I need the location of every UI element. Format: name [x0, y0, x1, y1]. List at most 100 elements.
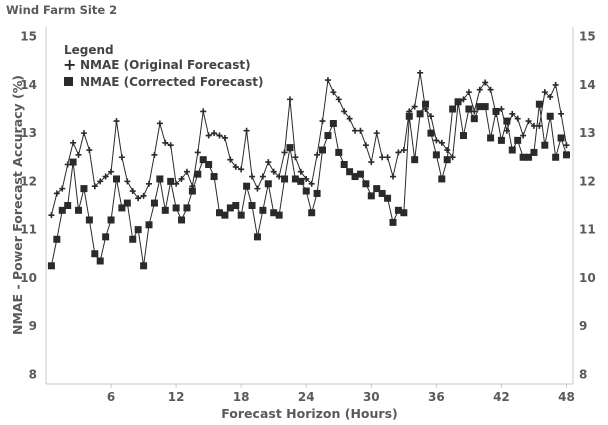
data-point [264, 180, 272, 188]
data-point [243, 127, 250, 134]
data-point [389, 173, 396, 180]
data-point [85, 216, 93, 224]
y-tick-label-left: 13 [20, 126, 37, 140]
data-point [178, 175, 185, 182]
data-point [162, 139, 169, 146]
legend: Legend + NMAE (Original Forecast) NMAE (… [63, 43, 264, 89]
data-point [86, 147, 93, 154]
series-group [47, 69, 570, 270]
series-original [48, 69, 570, 219]
data-point [183, 168, 190, 175]
data-point [259, 173, 266, 180]
series-corrected [47, 98, 570, 270]
data-point [433, 137, 440, 144]
data-point [563, 142, 570, 149]
data-point [75, 151, 82, 158]
data-point [514, 136, 522, 144]
data-point [226, 204, 234, 212]
data-point [129, 188, 136, 195]
data-point [541, 141, 549, 149]
data-point [449, 105, 457, 113]
data-point [215, 209, 223, 217]
y-tick-label-right: 13 [579, 126, 596, 140]
data-point [188, 187, 196, 195]
data-point [308, 180, 315, 187]
legend-square-marker [64, 77, 73, 86]
data-point [156, 175, 164, 183]
data-point [356, 170, 364, 178]
data-point [232, 202, 240, 209]
data-point [58, 206, 66, 214]
data-point [346, 168, 354, 176]
data-point [352, 127, 359, 134]
data-point [497, 136, 505, 144]
data-point [243, 182, 251, 190]
data-point [395, 149, 402, 156]
data-point [308, 209, 316, 217]
data-point [124, 178, 131, 185]
data-point [59, 185, 66, 192]
data-point [432, 151, 440, 159]
data-point [487, 86, 494, 93]
data-point [265, 159, 272, 166]
data-point [286, 96, 293, 103]
axes [45, 27, 574, 385]
data-point [411, 103, 418, 110]
data-point [552, 153, 560, 161]
data-point [487, 134, 495, 142]
data-point [248, 202, 256, 209]
data-point [75, 206, 83, 214]
data-point [422, 100, 430, 108]
data-point [438, 175, 446, 183]
data-point [444, 147, 451, 154]
data-point [135, 195, 142, 202]
data-point [70, 139, 77, 146]
x-tick-label: 6 [107, 390, 115, 404]
data-point [362, 180, 370, 188]
data-point [253, 233, 261, 241]
y-tick-label-right: 11 [579, 223, 596, 237]
y-tick-label-left: 12 [20, 174, 37, 188]
data-point [319, 146, 327, 154]
data-point [367, 192, 375, 200]
y-axis-title: NMAE - Power Forecast Accuracy (%) [10, 75, 25, 335]
data-point [270, 168, 277, 175]
data-point [216, 132, 223, 139]
y-tick-label-left: 9 [29, 319, 37, 333]
data-point [525, 153, 533, 161]
legend-label-original: NMAE (Original Forecast) [80, 58, 251, 72]
data-point [411, 156, 419, 164]
data-point [270, 209, 278, 217]
data-point [329, 119, 337, 127]
series-line [50, 72, 567, 216]
data-point [340, 160, 348, 168]
x-tick-label: 12 [168, 390, 185, 404]
data-point [167, 177, 175, 185]
y-tick-label-left: 15 [20, 30, 37, 44]
x-tick-label: 30 [363, 390, 380, 404]
data-point [47, 262, 55, 270]
data-point [341, 108, 348, 115]
data-point [199, 156, 207, 164]
data-point [438, 139, 445, 146]
legend-label-corrected: NMAE (Corrected Forecast) [80, 75, 264, 89]
data-point [400, 209, 408, 217]
data-point [562, 151, 570, 159]
data-point [249, 173, 256, 180]
data-point [313, 189, 321, 197]
data-point [237, 211, 245, 219]
data-point [129, 235, 137, 243]
data-point [476, 103, 484, 111]
data-point [227, 156, 234, 163]
data-point [150, 199, 158, 207]
data-point [232, 163, 239, 170]
data-point [373, 130, 380, 137]
data-point [416, 110, 424, 118]
data-point [146, 180, 153, 187]
y-tick-label-right: 15 [579, 30, 596, 44]
data-point [324, 77, 331, 84]
data-point [519, 153, 527, 161]
data-point [357, 127, 364, 134]
data-point [443, 156, 451, 164]
data-point [275, 211, 283, 219]
